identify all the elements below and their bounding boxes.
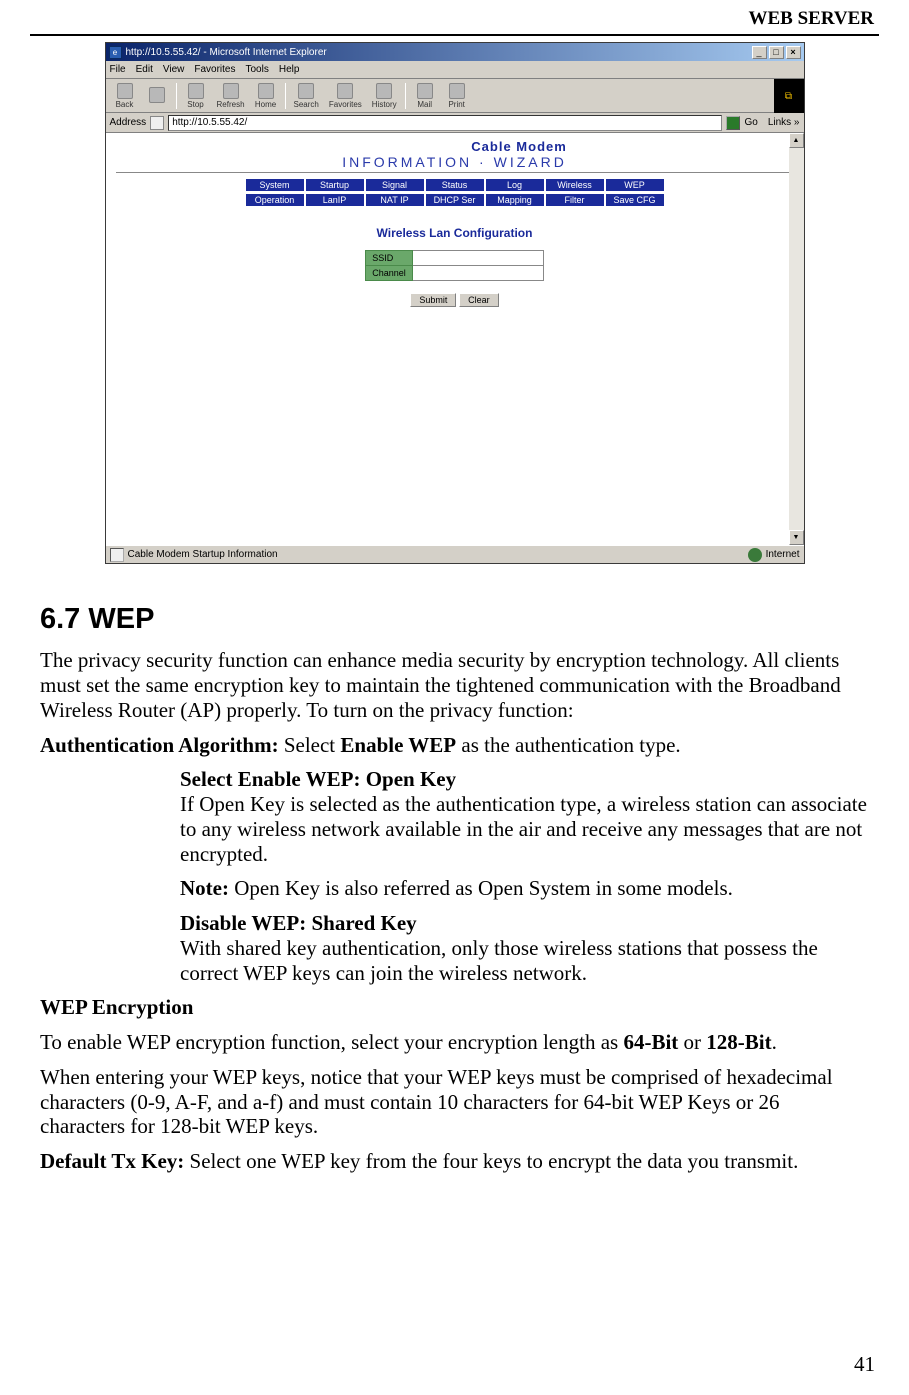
content-area: Cable Modem INFORMATION · WIZARD System …	[106, 133, 804, 545]
nav-status[interactable]: Status	[426, 179, 484, 191]
zone-label: Internet	[766, 549, 800, 560]
shared-key-body: With shared key authentication, only tho…	[180, 936, 818, 985]
menu-help[interactable]: Help	[279, 64, 300, 75]
menu-view[interactable]: View	[163, 64, 185, 75]
go-label: Go	[744, 117, 757, 128]
links-label[interactable]: Links »	[762, 117, 800, 128]
menu-file[interactable]: File	[110, 64, 126, 75]
forward-button[interactable]	[142, 87, 172, 104]
mail-button[interactable]: Mail	[410, 83, 440, 109]
address-bar: Address Go Links »	[106, 113, 804, 133]
nav-startup[interactable]: Startup	[306, 179, 364, 191]
status-text: Cable Modem Startup Information	[128, 549, 748, 560]
menu-bar: File Edit View Favorites Tools Help	[106, 61, 804, 79]
browser-window: e http://10.5.55.42/ - Microsoft Interne…	[105, 42, 805, 564]
note-block: Note: Open Key is also referred as Open …	[180, 876, 869, 901]
wep-encryption-title: WEP Encryption	[40, 995, 869, 1020]
nav-row-1: System Startup Signal Status Log Wireles…	[116, 179, 794, 191]
ssid-input[interactable]	[413, 251, 543, 265]
zone-icon	[748, 548, 762, 562]
open-key-block: Select Enable WEP: Open Key If Open Key …	[180, 767, 869, 866]
window-title: http://10.5.55.42/ - Microsoft Internet …	[126, 47, 752, 58]
status-bar: Cable Modem Startup Information Internet	[106, 545, 804, 563]
open-key-title: Select Enable WEP: Open Key	[180, 767, 456, 791]
refresh-button[interactable]: Refresh	[213, 83, 249, 109]
address-input[interactable]	[168, 115, 722, 131]
maximize-button[interactable]: □	[769, 46, 784, 59]
channel-label: Channel	[366, 266, 413, 281]
nav-row-2: Operation LanIP NAT IP DHCP Ser Mapping …	[116, 194, 794, 206]
stop-button[interactable]: Stop	[181, 83, 211, 109]
nav-savecfg[interactable]: Save CFG	[606, 194, 664, 206]
nav-mapping[interactable]: Mapping	[486, 194, 544, 206]
shared-key-title: Disable WEP: Shared Key	[180, 911, 417, 935]
auth-label: Authentication Algorithm:	[40, 733, 279, 757]
go-button[interactable]	[726, 116, 740, 130]
wep-keys-paragraph: When entering your WEP keys, notice that…	[40, 1065, 869, 1139]
title-bar: e http://10.5.55.42/ - Microsoft Interne…	[106, 43, 804, 61]
nav-system[interactable]: System	[246, 179, 304, 191]
section-heading: 6.7 WEP	[40, 602, 869, 636]
section-title: Wireless Lan Configuration	[116, 226, 794, 240]
default-tx-paragraph: Default Tx Key: Select one WEP key from …	[40, 1149, 869, 1174]
search-button[interactable]: Search	[290, 83, 323, 109]
brand-title: Cable Modem	[342, 139, 567, 154]
auth-paragraph: Authentication Algorithm: Select Enable …	[40, 733, 869, 758]
clear-button[interactable]: Clear	[459, 293, 499, 307]
nav-natip[interactable]: NAT IP	[366, 194, 424, 206]
wep-encryption-p1: To enable WEP encryption function, selec…	[40, 1030, 869, 1055]
page-number: 41	[854, 1352, 875, 1377]
submit-button[interactable]: Submit	[410, 293, 456, 307]
nav-filter[interactable]: Filter	[546, 194, 604, 206]
close-button[interactable]: ×	[786, 46, 801, 59]
menu-favorites[interactable]: Favorites	[194, 64, 235, 75]
default-tx-body: Select one WEP key from the four keys to…	[184, 1149, 798, 1173]
history-button[interactable]: History	[368, 83, 401, 109]
nav-wep[interactable]: WEP	[606, 179, 664, 191]
nav-dhcp[interactable]: DHCP Ser	[426, 194, 484, 206]
scrollbar[interactable]: ▲ ▼	[789, 133, 804, 545]
ssid-label: SSID	[366, 251, 413, 266]
minimize-button[interactable]: _	[752, 46, 767, 59]
channel-input[interactable]	[413, 266, 543, 280]
nav-operation[interactable]: Operation	[246, 194, 304, 206]
header-rule	[30, 34, 879, 36]
home-button[interactable]: Home	[251, 83, 281, 109]
note-body: Open Key is also referred as Open System…	[229, 876, 733, 900]
menu-tools[interactable]: Tools	[245, 64, 268, 75]
brand-subtitle: INFORMATION · WIZARD	[342, 154, 567, 170]
note-label: Note:	[180, 876, 229, 900]
shared-key-block: Disable WEP: Shared Key With shared key …	[180, 911, 869, 985]
ie-throbber-icon: ⧉	[774, 79, 804, 113]
address-label: Address	[110, 117, 147, 128]
config-form: SSID Channel	[365, 250, 544, 281]
back-button[interactable]: Back	[110, 83, 140, 109]
page-icon	[150, 116, 164, 130]
toolbar: Back Stop Refresh Home Search Favorites …	[106, 79, 774, 113]
nav-log[interactable]: Log	[486, 179, 544, 191]
scroll-down-icon[interactable]: ▼	[789, 530, 804, 545]
status-page-icon	[110, 548, 124, 562]
scroll-up-icon[interactable]: ▲	[789, 133, 804, 148]
favorites-button[interactable]: Favorites	[325, 83, 366, 109]
nav-signal[interactable]: Signal	[366, 179, 424, 191]
page-header: WEB SERVER	[30, 0, 879, 30]
open-key-body: If Open Key is selected as the authentic…	[180, 792, 867, 866]
menu-edit[interactable]: Edit	[136, 64, 153, 75]
nav-lanip[interactable]: LanIP	[306, 194, 364, 206]
ie-icon: e	[109, 46, 122, 59]
document-body: 6.7 WEP The privacy security function ca…	[30, 602, 879, 1174]
default-tx-label: Default Tx Key:	[40, 1149, 184, 1173]
nav-wireless[interactable]: Wireless	[546, 179, 604, 191]
print-button[interactable]: Print	[442, 83, 472, 109]
intro-paragraph: The privacy security function can enhanc…	[40, 648, 869, 722]
